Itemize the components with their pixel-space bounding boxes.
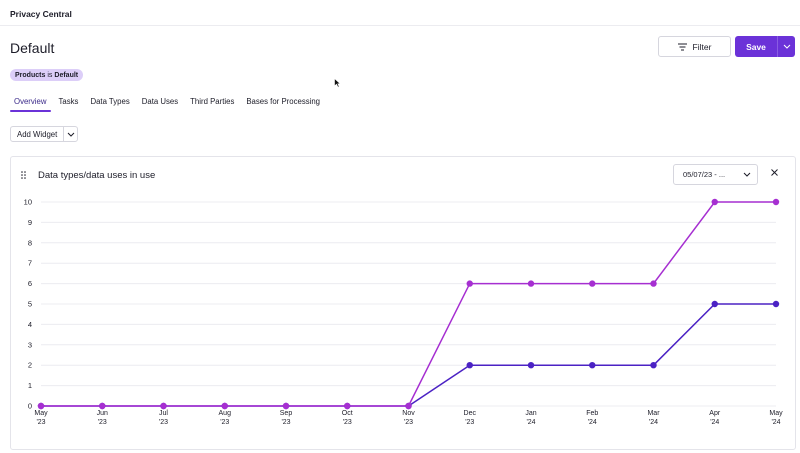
data-point: [589, 362, 596, 369]
y-tick-label: 9: [28, 218, 32, 227]
x-tick-label-month: Dec: [464, 410, 477, 417]
add-widget-divider: [63, 126, 64, 142]
x-tick-label-year: '24: [526, 419, 535, 426]
save-button-label: Save: [746, 41, 766, 52]
x-tick-label-month: May: [34, 410, 48, 417]
date-range-value: 05/07/23 - ...: [683, 170, 726, 179]
x-tick-label-year: '23: [465, 419, 474, 426]
x-tick-label-year: '23: [220, 419, 229, 426]
x-tick-label-month: Jan: [525, 410, 536, 417]
x-tick-label-month: May: [769, 410, 783, 417]
data-point: [527, 280, 535, 287]
close-icon[interactable]: [771, 169, 778, 176]
x-tick-label-year: '23: [281, 419, 290, 426]
filter-button-label: Filter: [692, 41, 712, 52]
data-point: [650, 362, 657, 369]
filter-chip-field: Products: [15, 71, 46, 79]
data-point: [37, 402, 45, 410]
data-point: [527, 362, 535, 369]
tab-tasks[interactable]: Tasks: [58, 97, 79, 106]
x-tick-label-month: Feb: [586, 410, 598, 417]
x-tick-label-month: Sep: [280, 410, 293, 417]
dashboard-page: Default Filter Save Products is Default …: [0, 26, 800, 453]
x-tick-label-year: '23: [404, 419, 413, 426]
y-tick-label: 10: [24, 198, 32, 207]
tab-bar: Overview Tasks Data Types Data Uses Thir…: [10, 96, 328, 114]
data-point: [160, 402, 167, 410]
x-tick-label-month: Oct: [342, 410, 353, 417]
save-button-divider: [777, 36, 778, 57]
y-tick-label: 3: [28, 340, 32, 349]
filter-button[interactable]: Filter: [658, 36, 731, 57]
y-tick-label: 8: [28, 238, 32, 247]
data-point: [282, 402, 290, 410]
y-tick-label: 4: [28, 320, 32, 329]
date-range-select[interactable]: 05/07/23 - ...: [673, 164, 758, 185]
data-point: [466, 280, 473, 287]
data-point: [99, 402, 106, 410]
y-tick-label: 6: [28, 279, 32, 288]
data-point: [772, 198, 780, 206]
data-point: [772, 300, 780, 308]
series-line: [41, 303, 776, 407]
chevron-down-icon: [783, 44, 790, 49]
add-widget-options-toggle[interactable]: [64, 132, 77, 137]
x-tick-label-year: '23: [343, 419, 352, 426]
tab-data-uses[interactable]: Data Uses: [141, 97, 179, 106]
top-bar: Privacy Central: [0, 0, 800, 26]
add-widget-label: Add Widget: [17, 129, 58, 139]
date-range-toggle[interactable]: [736, 172, 757, 177]
chevron-down-icon: [743, 172, 750, 177]
x-tick-label-month: Jul: [159, 410, 168, 417]
tab-bases-for-processing[interactable]: Bases for Processing: [246, 97, 321, 106]
data-point: [221, 402, 228, 410]
filter-chip-value: Default: [54, 71, 79, 79]
data-point: [344, 402, 351, 410]
y-tick-label: 7: [28, 259, 32, 268]
data-point: [405, 402, 412, 410]
x-tick-label-month: Nov: [402, 410, 415, 417]
tab-third-parties[interactable]: Third Parties: [190, 97, 235, 106]
mouse-cursor-icon: [334, 78, 341, 88]
widget-title: Data types/data uses in use: [38, 170, 156, 181]
x-tick-label-month: Jun: [97, 410, 108, 417]
app-title: Privacy Central: [10, 9, 72, 19]
x-tick-label-year: '24: [710, 419, 719, 426]
filter-icon: [677, 43, 687, 50]
y-tick-label: 0: [28, 402, 32, 411]
data-point: [711, 198, 718, 206]
page-title: Default: [10, 40, 55, 56]
x-tick-label-year: '24: [771, 419, 780, 426]
save-options-toggle[interactable]: [778, 44, 795, 49]
x-tick-label-year: '24: [588, 419, 597, 426]
x-tick-label-year: '23: [98, 419, 107, 426]
x-tick-label-year: '24: [649, 419, 658, 426]
filter-chip[interactable]: Products is Default: [10, 69, 84, 81]
data-point: [650, 280, 657, 287]
x-tick-label-month: Aug: [219, 410, 232, 417]
save-button[interactable]: Save: [735, 36, 795, 57]
y-tick-label: 5: [28, 300, 32, 309]
tab-overview[interactable]: Overview: [10, 96, 51, 114]
chevron-down-icon: [67, 132, 74, 137]
x-tick-label-month: Mar: [647, 410, 660, 417]
data-point: [711, 300, 718, 308]
widget-card: 0 1 2 3 4 5 6 7 8 9 10 May '23 Jun '23 Jul '23 Aug '23 Sep '…: [10, 156, 796, 450]
line-chart: 0 1 2 3 4 5 6 7 8 9 10 May '23 Jun '23 Jul '23 Aug '23 Sep '…: [24, 198, 783, 427]
y-tick-label: 1: [28, 381, 32, 390]
tab-data-types[interactable]: Data Types: [90, 97, 130, 106]
data-point: [466, 362, 473, 369]
x-tick-label-year: '23: [159, 419, 168, 426]
add-widget-button[interactable]: Add Widget: [10, 126, 78, 142]
drag-handle-icon[interactable]: [21, 171, 26, 179]
y-tick-label: 2: [28, 361, 32, 370]
x-tick-label-month: Apr: [709, 410, 721, 417]
widget-header: Data types/data uses in use 05/07/23 - .…: [11, 157, 797, 187]
filter-chip-operator: is: [47, 71, 53, 79]
x-tick-label-year: '23: [36, 419, 45, 426]
data-point: [589, 280, 596, 287]
